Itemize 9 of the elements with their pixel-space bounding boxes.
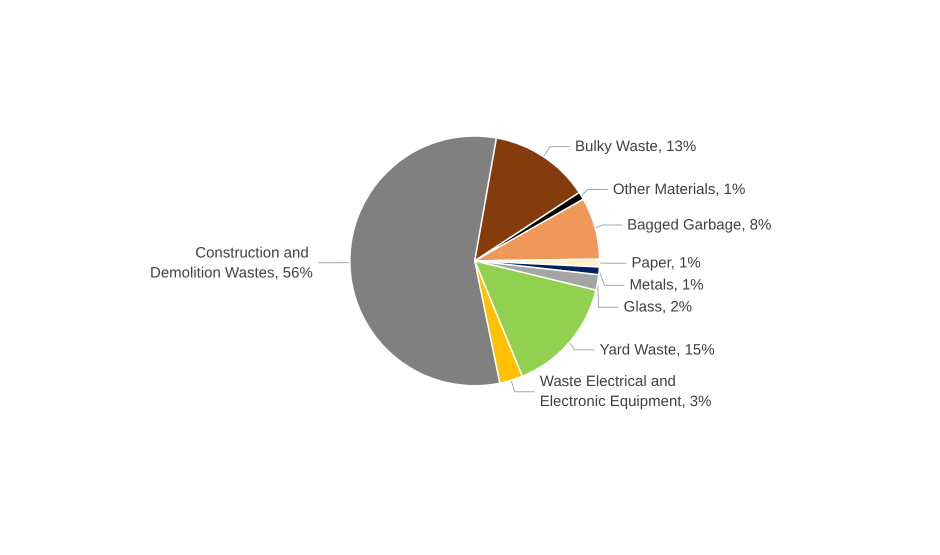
slice-label: Bulky Waste, 13% — [575, 138, 696, 156]
slice-label: Metals, 1% — [629, 276, 704, 294]
slice-label: Glass, 2% — [624, 298, 692, 316]
slice-label: Yard Waste, 15% — [600, 341, 715, 358]
slice-label: Waste Electrical and Electronic Equipment, 3% — [540, 373, 712, 410]
slice-label: Bagged Garbage, 8% — [627, 216, 772, 234]
slice-label: Paper, 1% — [632, 254, 701, 272]
slice-label: Other Materials, 1% — [612, 181, 746, 198]
slice-label: Construction and Demolition Wastes, 56% — [150, 244, 313, 282]
